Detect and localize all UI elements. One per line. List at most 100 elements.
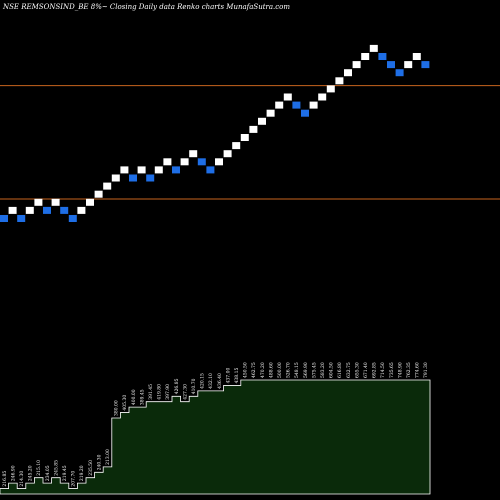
renko-brick [292,101,301,109]
volume-label: 240.30 [96,454,102,470]
renko-brick [240,134,249,141]
volume-label: 391.45 [148,384,154,400]
renko-brick [154,166,163,174]
volume-label: 219.45 [62,465,68,481]
volume-label: 380.00 [114,400,120,416]
volume-label: 616.80 [337,362,343,378]
renko-brick [120,166,129,174]
volume-label: 245.85 [53,460,59,476]
renko-brick [77,206,86,214]
volume-label: 405.30 [122,395,128,411]
volume-label: 426.85 [174,378,180,394]
renko-brick [352,61,361,69]
volume-label: 400.00 [131,389,137,405]
renko-brick [266,109,275,117]
renko-brick [129,174,137,182]
volume-label: 410.70 [191,378,197,394]
renko-bricks [0,44,430,222]
renko-brick [378,53,387,60]
renko-brick [361,53,370,60]
renko-brick [369,44,378,52]
volume-label: 462.75 [251,362,257,378]
renko-brick [344,69,352,77]
renko-brick [43,206,51,214]
volume-label: 216.85 [2,471,8,487]
renko-brick [8,206,17,214]
volume-label: 234.05 [45,465,51,481]
renko-brick [17,215,26,222]
renko-brick [103,182,112,190]
renko-brick [25,206,34,214]
volume-label: 671.40 [363,362,369,378]
renko-brick [206,166,215,174]
volume-label: 655.30 [354,362,360,378]
renko-brick [335,77,344,85]
renko-brick [197,158,206,166]
volume-label: 432.10 [208,373,214,389]
volume-label: 774.60 [415,362,421,378]
volume-label: 575.45 [311,362,317,378]
volume-label: 714.50 [380,362,386,378]
renko-brick [111,174,120,182]
volume-label: 548.15 [294,362,300,378]
volume-label: 389.45 [139,389,145,405]
volume-label: 397.90 [165,384,171,400]
volume-label: 427.30 [182,384,188,400]
renko-brick [51,198,60,206]
renko-brick [309,101,318,109]
volume-label: 438.15 [234,368,240,384]
volume-label: 604.50 [329,362,335,378]
renko-brick [60,206,69,214]
volume-label: 526.70 [286,362,292,378]
volume-label: 692.85 [372,362,378,378]
renko-brick [326,85,335,93]
renko-brick [249,125,258,133]
renko-brick [395,69,404,77]
volume-label: 207.70 [71,471,77,487]
volume-label: 419.80 [157,384,163,400]
volume-label: 214.30 [19,471,25,487]
volume-label: 219.20 [79,465,85,481]
volume-label: 569.90 [303,362,309,378]
renko-brick [283,93,292,101]
volume-label: 500.00 [277,362,283,378]
renko-brick [146,174,155,182]
renko-brick [301,109,309,117]
volume-label: 748.90 [397,362,403,378]
renko-brick [275,101,284,109]
reference-lines [0,85,500,200]
renko-brick [34,198,43,206]
renko-brick [412,53,421,60]
renko-brick [189,150,198,158]
renko-brick [258,117,266,125]
renko-brick [86,198,94,206]
volume-label: 235.50 [88,460,94,476]
renko-brick [318,93,327,101]
renko-brick [215,158,223,166]
renko-brick [94,190,103,198]
volume-label: 470.20 [260,362,266,378]
renko-brick [387,61,395,69]
volume-label: 735.65 [389,362,395,378]
volume-label: 213.00 [105,449,111,465]
volume-label: 762.35 [406,362,412,378]
renko-brick [163,158,172,166]
volume-panel: 216.85 246.90 214.30 245.20 215.10 234.05 245.… [0,362,431,495]
volume-label: 632.75 [346,362,352,378]
renko-brick [180,158,189,166]
volume-label: 791.30 [423,362,429,378]
volume-label: 450.50 [243,362,249,378]
volume-area [0,379,431,495]
renko-brick [421,61,430,69]
volume-label: 245.20 [28,465,34,481]
renko-brick [68,215,77,222]
volume-label: 246.90 [10,465,16,481]
renko-brick [0,215,8,222]
renko-brick [223,150,232,158]
chart-title: NSE REMSONSIND_BE 8%~ Closing Daily data… [2,3,290,11]
volume-label: 436.40 [217,373,223,389]
renko-brick [232,142,241,150]
volume-label: 420.15 [200,373,206,389]
